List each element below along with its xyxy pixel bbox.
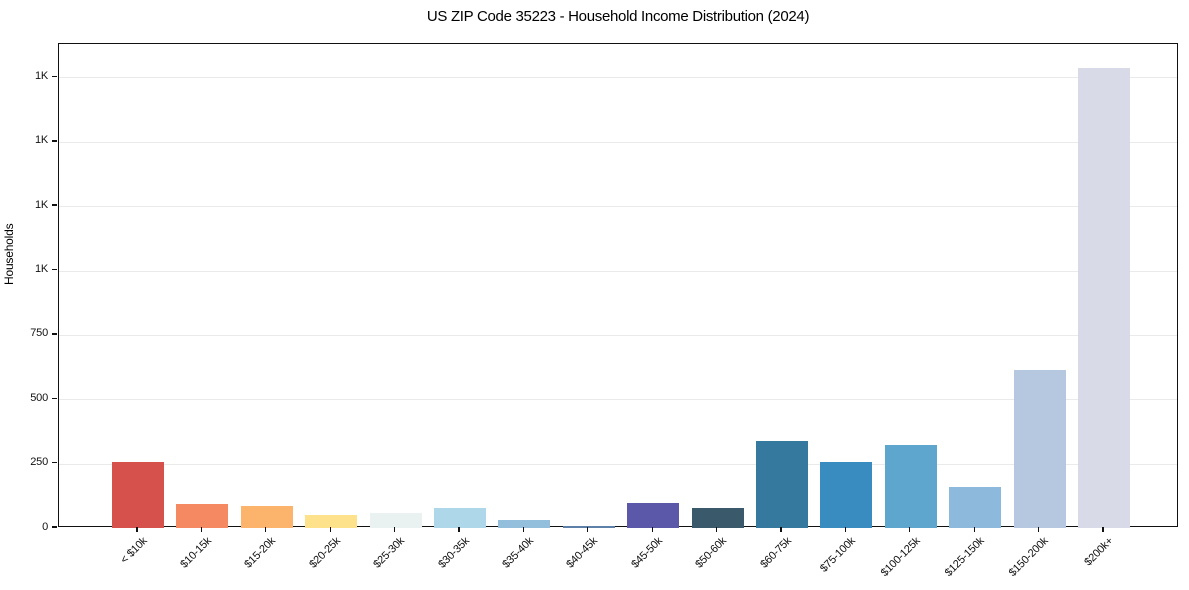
x-tick-label: < $10k (118, 535, 150, 567)
x-tick-mark (136, 527, 138, 532)
x-tick-label: $25-30k (371, 535, 408, 571)
y-tick-mark (52, 75, 57, 78)
bar-$10-15k (176, 503, 229, 528)
bar-$150-200k (1013, 369, 1066, 528)
bar-< $10k (112, 461, 164, 528)
x-tick-label: $50-60k (693, 535, 730, 571)
y-tick-mark (52, 268, 57, 271)
y-tick-label: 750 (30, 327, 48, 340)
x-tick-mark (973, 527, 975, 532)
x-tick-mark (200, 527, 203, 532)
x-tick-label: $30-35k (435, 535, 472, 571)
bar-$50-60k (691, 507, 744, 528)
x-tick-label: $40-45k (564, 535, 601, 571)
x-tick-mark (715, 527, 718, 532)
gridline (59, 270, 1177, 272)
x-tick-mark (780, 527, 782, 532)
y-tick-label: 1K (34, 134, 48, 147)
gridline (59, 77, 1177, 79)
y-tick-label: 1K (34, 69, 48, 82)
gridline (59, 206, 1177, 208)
x-tick-label: $200k+ (1082, 535, 1116, 569)
x-tick-label: $75-100k (818, 535, 858, 575)
x-tick-label: $100-125k (878, 535, 923, 579)
x-tick-mark (265, 527, 267, 532)
y-tick-label: 1K (34, 198, 48, 211)
bar-$30-35k (434, 507, 486, 528)
bar-$15-20k (240, 505, 293, 528)
x-tick-label: $150-200k (1007, 535, 1052, 579)
bar-$100-125k (884, 444, 937, 528)
bar-$25-30k (369, 513, 422, 528)
y-axis-label: Households (2, 223, 16, 285)
x-tick-label: $15-20k (242, 535, 279, 571)
x-tick-mark (1037, 527, 1040, 532)
y-tick-label: 250 (30, 456, 48, 469)
x-tick-label: $45-50k (629, 535, 665, 571)
bar-$20-25k (305, 514, 358, 528)
x-tick-label: $35-40k (500, 535, 536, 571)
bar-$35-40k (498, 520, 551, 528)
y-tick-label: 1K (34, 263, 48, 276)
x-tick-mark (844, 527, 847, 532)
x-tick-mark (651, 527, 653, 532)
x-tick-mark (909, 527, 911, 532)
x-tick-label: $10-15k (178, 535, 214, 571)
y-tick-label: 500 (30, 391, 48, 404)
gridline (59, 141, 1177, 143)
y-tick-mark (52, 397, 57, 399)
x-tick-mark (587, 527, 589, 532)
x-tick-label: $20-25k (307, 535, 343, 571)
bar-$60-75k (756, 441, 808, 528)
chart-title: US ZIP Code 35223 - Household Income Dis… (426, 8, 810, 25)
y-tick-label: 0 (42, 520, 48, 533)
gridline (59, 399, 1177, 401)
y-tick-mark (52, 461, 57, 464)
x-tick-mark (1102, 527, 1104, 532)
y-tick-mark (52, 140, 57, 142)
x-tick-mark (458, 527, 460, 532)
y-tick-mark (52, 526, 57, 528)
plot-area (58, 43, 1178, 528)
gridline (59, 334, 1177, 336)
y-tick-mark (52, 333, 57, 335)
x-tick-label: $125-150k (942, 535, 987, 579)
x-tick-mark (393, 527, 396, 532)
x-tick-label: $60-75k (757, 535, 794, 571)
bar-$125-150k (949, 487, 1002, 528)
bar-$75-100k (820, 462, 873, 528)
bar-$45-50k (627, 502, 680, 528)
x-tick-mark (522, 527, 525, 532)
x-tick-mark (329, 527, 331, 532)
y-tick-mark (52, 204, 57, 206)
bar-$200k+ (1078, 67, 1130, 528)
gridline (59, 463, 1177, 465)
bar-$40-45k (562, 525, 615, 528)
